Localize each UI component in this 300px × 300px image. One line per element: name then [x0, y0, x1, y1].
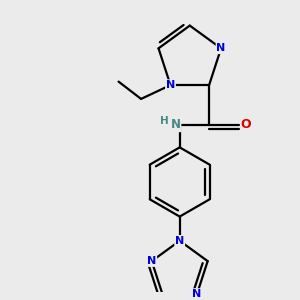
Text: H: H	[160, 116, 169, 126]
Text: N: N	[192, 289, 202, 299]
Text: N: N	[166, 80, 175, 90]
Text: N: N	[216, 43, 226, 53]
Text: N: N	[147, 256, 156, 266]
Text: N: N	[175, 236, 184, 246]
Text: O: O	[241, 118, 251, 131]
Text: N: N	[171, 118, 181, 131]
